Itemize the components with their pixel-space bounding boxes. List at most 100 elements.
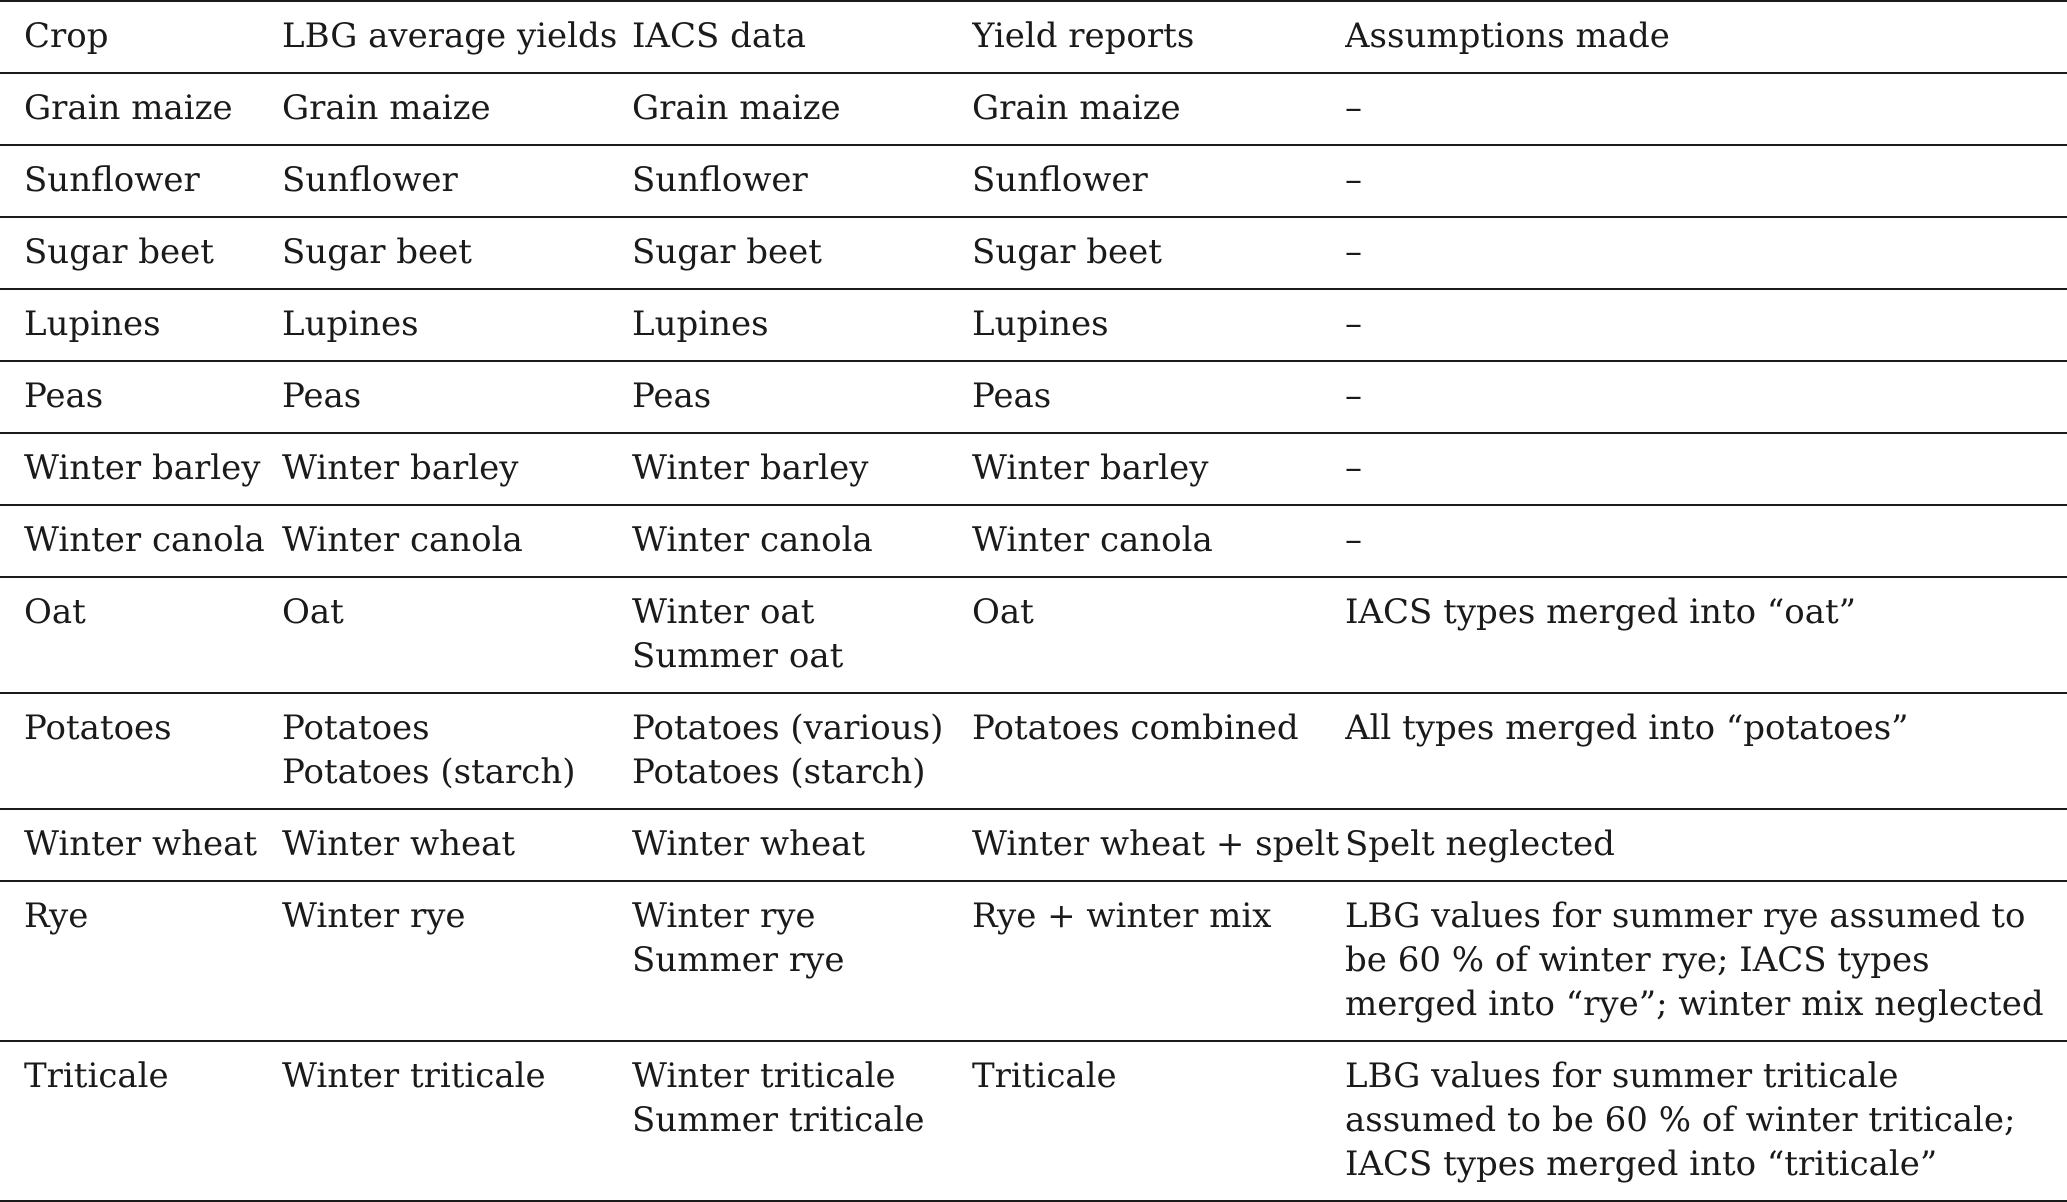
cell-lbg-average-yields: Winter triticale — [282, 1041, 632, 1202]
cell-assumptions-made: – — [1345, 433, 2067, 506]
cell-yield-reports: Oat — [972, 577, 1345, 694]
cell-lbg-average-yields-line: Winter rye — [282, 896, 466, 936]
cell-crop: Lupines — [0, 289, 282, 362]
cell-iacs-data: Sunflower — [632, 145, 972, 218]
cell-lbg-average-yields-line: Winter canola — [282, 520, 523, 560]
cell-lbg-average-yields: Potatoes Potatoes (starch) — [282, 693, 632, 810]
cell-lbg-average-yields: Winter wheat — [282, 809, 632, 882]
cell-iacs-data: Peas — [632, 361, 972, 434]
table-row: Lupines Lupines Lupines Lupines – — [0, 289, 2067, 362]
table-row: Winter canola Winter canola Winter canola W… — [0, 505, 2067, 578]
table-row: Sunflower Sunflower Sunflower Sunflower – — [0, 145, 2067, 218]
cell-iacs-data-line: Summer oat — [632, 636, 844, 676]
cell-lbg-average-yields-line: Sunflower — [282, 160, 458, 200]
cell-yield-reports: Triticale — [972, 1041, 1345, 1202]
cell-lbg-average-yields: Sugar beet — [282, 217, 632, 290]
cell-yield-reports: Sugar beet — [972, 217, 1345, 290]
cell-yield-reports: Sunflower — [972, 145, 1345, 218]
header-lbg-average-yields: LBG average yields — [282, 0, 632, 74]
cell-iacs-data: Winter triticale Summer triticale — [632, 1041, 972, 1202]
table-row: Oat Oat Winter oat Summer oat Oat IACS types … — [0, 577, 2067, 694]
cell-lbg-average-yields: Peas — [282, 361, 632, 434]
header-yield-reports: Yield reports — [972, 0, 1345, 74]
cell-iacs-data-line: Winter rye — [632, 896, 816, 936]
cell-lbg-average-yields: Oat — [282, 577, 632, 694]
cell-crop: Winter canola — [0, 505, 282, 578]
cell-iacs-data: Winter canola — [632, 505, 972, 578]
cell-assumptions-made: – — [1345, 289, 2067, 362]
cell-iacs-data-line: Sunflower — [632, 160, 808, 200]
cell-assumptions-made: Spelt neglected — [1345, 809, 2067, 882]
cell-iacs-data-line: Lupines — [632, 304, 769, 344]
cell-iacs-data: Grain maize — [632, 73, 972, 146]
cell-crop: Potatoes — [0, 693, 282, 810]
cell-lbg-average-yields: Lupines — [282, 289, 632, 362]
cell-assumptions-made: LBG values for summer rye assumed to be … — [1345, 881, 2067, 1042]
cell-assumptions-made: – — [1345, 361, 2067, 434]
cell-iacs-data-line: Peas — [632, 376, 712, 416]
cell-iacs-data-line: Potatoes (starch) — [632, 752, 926, 792]
cell-lbg-average-yields-line: Peas — [282, 376, 362, 416]
cell-yield-reports: Rye + winter mix — [972, 881, 1345, 1042]
cell-crop: Rye — [0, 881, 282, 1042]
header-iacs-data: IACS data — [632, 0, 972, 74]
cell-yield-reports: Grain maize — [972, 73, 1345, 146]
cell-iacs-data-line: Grain maize — [632, 88, 841, 128]
cell-assumptions-made: – — [1345, 505, 2067, 578]
cell-lbg-average-yields-line: Potatoes — [282, 708, 430, 748]
cell-crop: Winter wheat — [0, 809, 282, 882]
cell-crop: Oat — [0, 577, 282, 694]
cell-lbg-average-yields: Winter canola — [282, 505, 632, 578]
cell-yield-reports: Potatoes combined — [972, 693, 1345, 810]
cell-crop: Grain maize — [0, 73, 282, 146]
cell-crop: Sugar beet — [0, 217, 282, 290]
cell-lbg-average-yields-line: Grain maize — [282, 88, 491, 128]
cell-iacs-data: Winter wheat — [632, 809, 972, 882]
cell-lbg-average-yields-line: Winter wheat — [282, 824, 516, 864]
table-row: Winter wheat Winter wheat Winter wheat Wint… — [0, 809, 2067, 882]
cell-lbg-average-yields: Sunflower — [282, 145, 632, 218]
cell-assumptions-made: LBG values for summer triticale assumed … — [1345, 1041, 2067, 1202]
cell-lbg-average-yields-line: Winter barley — [282, 448, 519, 488]
cell-assumptions-made: All types merged into “potatoes” — [1345, 693, 2067, 810]
cell-crop: Peas — [0, 361, 282, 434]
cell-assumptions-made: – — [1345, 217, 2067, 290]
cell-yield-reports: Peas — [972, 361, 1345, 434]
cell-lbg-average-yields-line: Winter triticale — [282, 1056, 546, 1096]
table-row: Peas Peas Peas Peas – — [0, 361, 2067, 434]
cell-iacs-data: Winter barley — [632, 433, 972, 506]
cell-iacs-data: Sugar beet — [632, 217, 972, 290]
cell-iacs-data-line: Potatoes (various) — [632, 708, 944, 748]
cell-lbg-average-yields-line: Lupines — [282, 304, 419, 344]
cell-iacs-data: Winter oat Summer oat — [632, 577, 972, 694]
cell-iacs-data: Winter rye Summer rye — [632, 881, 972, 1042]
cell-crop: Sunflower — [0, 145, 282, 218]
cell-iacs-data-line: Summer triticale — [632, 1100, 925, 1140]
cell-iacs-data: Lupines — [632, 289, 972, 362]
cell-iacs-data-line: Summer rye — [632, 940, 845, 980]
cell-iacs-data-line: Winter canola — [632, 520, 873, 560]
cell-lbg-average-yields: Grain maize — [282, 73, 632, 146]
cell-iacs-data-line: Winter oat — [632, 592, 815, 632]
cell-lbg-average-yields-line: Potatoes (starch) — [282, 752, 576, 792]
cell-yield-reports: Lupines — [972, 289, 1345, 362]
cell-yield-reports: Winter barley — [972, 433, 1345, 506]
cell-lbg-average-yields-line: Oat — [282, 592, 344, 632]
cell-crop: Triticale — [0, 1041, 282, 1202]
cell-iacs-data-line: Winter barley — [632, 448, 869, 488]
cell-iacs-data-line: Winter triticale — [632, 1056, 896, 1096]
cell-crop: Winter barley — [0, 433, 282, 506]
table-row: Winter barley Winter barley Winter barley W… — [0, 433, 2067, 506]
cell-yield-reports: Winter wheat + spelt — [972, 809, 1345, 882]
header-assumptions-made: Assumptions made — [1345, 0, 2067, 74]
table-row: Triticale Winter triticale Winter tritical… — [0, 1041, 2067, 1202]
cell-lbg-average-yields: Winter barley — [282, 433, 632, 506]
cell-assumptions-made: – — [1345, 145, 2067, 218]
cell-yield-reports: Winter canola — [972, 505, 1345, 578]
table-row: Sugar beet Sugar beet Sugar beet Sugar beet… — [0, 217, 2067, 290]
cell-iacs-data-line: Sugar beet — [632, 232, 822, 272]
table-row: Potatoes Potatoes Potatoes (starch) Potatoe… — [0, 693, 2067, 810]
cell-lbg-average-yields: Winter rye — [282, 881, 632, 1042]
